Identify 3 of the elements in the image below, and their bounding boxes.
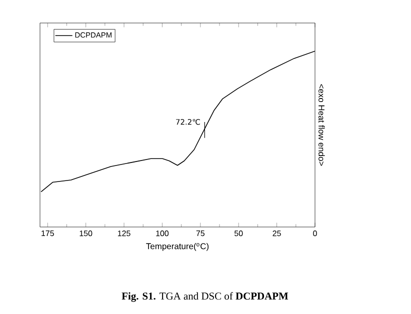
x-axis-title: Temperature($^{o}$C)	[146, 242, 209, 251]
text: Fig. S1. TGA and DSC of DCPDAPM	[122, 292, 288, 302]
y-axis-title: <exo Heat flow endo>	[318, 84, 325, 166]
